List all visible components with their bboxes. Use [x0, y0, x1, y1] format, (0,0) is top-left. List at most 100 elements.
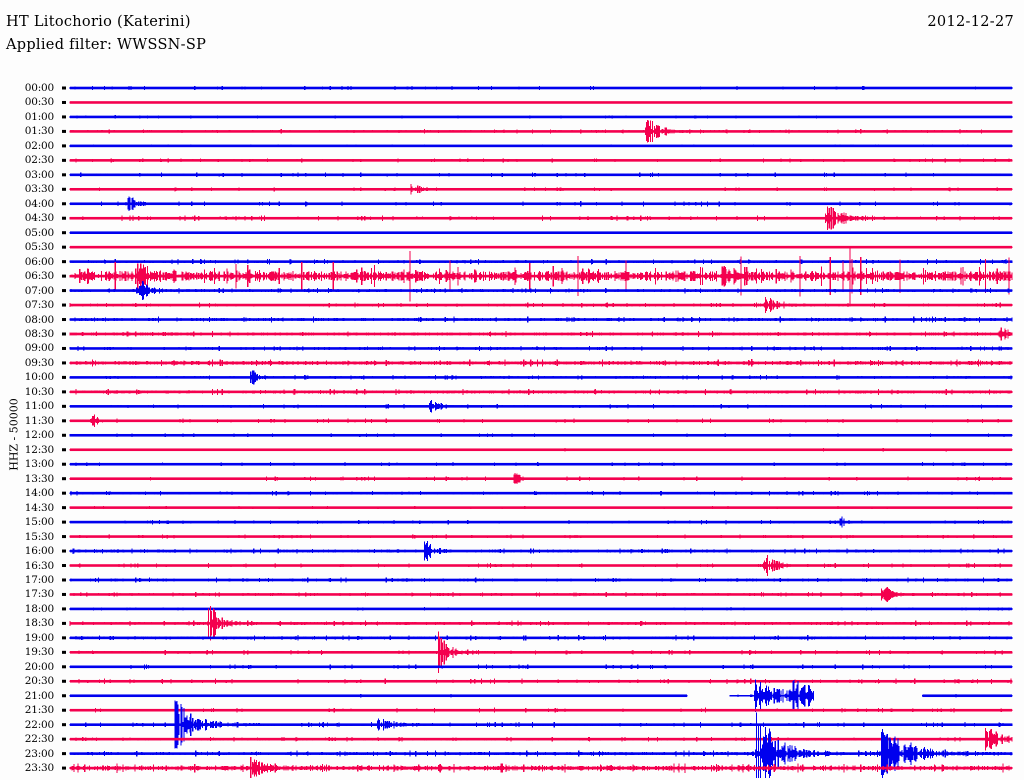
- trace-row: [69, 183, 1013, 195]
- time-tick-label: 02:00: [24, 139, 54, 152]
- trace-row: [69, 281, 1013, 301]
- time-tick-label: 00:00: [24, 82, 54, 94]
- trace-row: [69, 606, 1013, 641]
- time-tick-label: 17:00: [24, 573, 54, 586]
- axis-tick: [62, 448, 66, 452]
- axis-tick: [62, 592, 66, 596]
- time-tick-label: 05:00: [24, 226, 54, 239]
- trace-row: [69, 516, 1013, 528]
- axis-tick: [62, 694, 66, 698]
- trace-row: [69, 678, 1013, 685]
- time-tick-label: 14:00: [24, 487, 54, 500]
- helicorder-plot: 00:00 00:30 01:00 01:30 02:00 02:30 03:00 03:30…: [0, 78, 1024, 778]
- trace-row: [69, 664, 1013, 670]
- trace-row: [69, 400, 1013, 413]
- axis-tick: [62, 216, 66, 220]
- time-tick-label: 06:30: [24, 270, 54, 283]
- axis-tick: [62, 100, 66, 104]
- trace-row: [69, 462, 1013, 467]
- time-tick-label: 15:30: [24, 530, 54, 543]
- axis-tick: [62, 462, 66, 466]
- time-tick-label: 23:30: [24, 762, 54, 775]
- axis-tick: [62, 578, 66, 582]
- time-tick-label: 04:00: [24, 197, 54, 210]
- time-tick-label: 09:30: [24, 356, 54, 369]
- time-tick-label: 01:00: [24, 110, 54, 123]
- time-tick-label: 22:30: [24, 733, 54, 746]
- trace-row: [69, 172, 1013, 178]
- time-tick-label: 20:30: [24, 675, 54, 688]
- time-tick-label: 10:30: [24, 385, 54, 398]
- axis-tick: [62, 173, 66, 177]
- axis-tick: [62, 607, 66, 611]
- axis-tick: [62, 303, 66, 307]
- date-label: 2012-12-27: [927, 14, 1014, 30]
- axis-tick: [62, 766, 66, 770]
- time-tick-label: 20:00: [24, 660, 54, 673]
- trace-row: [69, 700, 1013, 749]
- axis-tick: [62, 723, 66, 727]
- time-tick-label: 14:30: [24, 501, 54, 514]
- trace-row: [69, 631, 1013, 674]
- trace-row: [69, 756, 1013, 778]
- axis-tick: [62, 289, 66, 293]
- time-tick-label: 19:30: [24, 646, 54, 659]
- trace-row: [69, 247, 1013, 305]
- time-tick-label: 06:00: [24, 255, 54, 268]
- seismogram-traces: [62, 85, 1013, 778]
- axis-tick: [62, 129, 66, 133]
- time-tick-label: 21:00: [24, 689, 54, 702]
- trace-row: [69, 245, 1013, 249]
- axis-tick: [62, 752, 66, 756]
- trace-row: [69, 388, 1013, 395]
- axis-tick: [62, 187, 66, 191]
- trace-row: [69, 587, 1013, 602]
- time-tick-label: 02:30: [24, 154, 54, 167]
- time-tick-label: 15:00: [24, 516, 54, 529]
- axis-tick: [62, 737, 66, 741]
- trace-row: [69, 158, 1013, 163]
- time-tick-label: 09:00: [24, 342, 54, 355]
- time-tick-label: 03:30: [24, 183, 54, 196]
- axis-tick: [62, 231, 66, 235]
- trace-row: [69, 231, 1013, 234]
- trace-row: [69, 297, 1013, 314]
- time-tick-label: 18:00: [24, 602, 54, 615]
- trace-row: [69, 712, 1013, 778]
- axis-tick: [62, 433, 66, 437]
- axis-tick: [62, 158, 66, 162]
- axis-tick: [62, 274, 66, 278]
- trace-row: [69, 473, 1013, 485]
- axis-tick: [62, 375, 66, 379]
- time-tick-label: 07:30: [24, 299, 54, 312]
- axis-tick: [62, 144, 66, 148]
- trace-row: [69, 101, 1013, 104]
- trace-row: [69, 206, 1013, 230]
- time-tick-label: 08:00: [24, 313, 54, 326]
- trace-row: [69, 196, 1013, 212]
- time-tick-label: 01:30: [24, 125, 54, 138]
- axis-tick: [62, 390, 66, 394]
- trace-row: [69, 144, 1013, 148]
- axis-tick: [62, 419, 66, 423]
- time-tick-label: 11:00: [24, 400, 54, 413]
- trace-row: [69, 327, 1013, 341]
- trace-row: [69, 541, 1013, 562]
- trace-row: [69, 370, 1013, 385]
- axis-tick: [62, 260, 66, 264]
- time-tick-label: 13:00: [24, 458, 54, 471]
- time-tick-label: 05:30: [24, 241, 54, 254]
- axis-tick: [62, 665, 66, 669]
- time-tick-label: 13:30: [24, 472, 54, 485]
- time-tick-label: 19:00: [24, 631, 54, 644]
- trace-row: [69, 414, 1013, 428]
- trace-row: [69, 506, 1013, 510]
- time-tick-label: 11:30: [24, 414, 54, 427]
- axis-tick: [62, 520, 66, 524]
- time-tick-label: 08:30: [24, 327, 54, 340]
- time-tick-label: 03:00: [24, 168, 54, 181]
- axis-tick: [62, 679, 66, 683]
- axis-tick: [62, 491, 66, 495]
- axis-tick: [62, 621, 66, 625]
